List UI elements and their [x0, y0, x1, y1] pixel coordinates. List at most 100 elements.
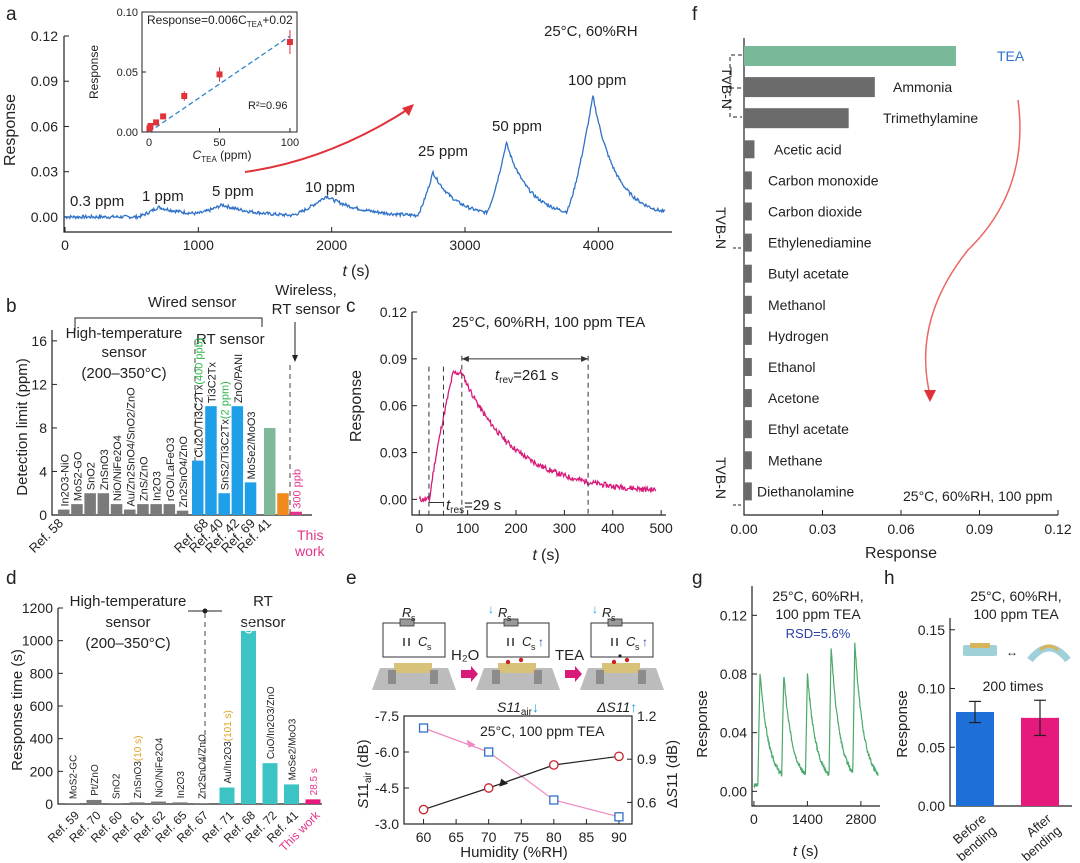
c-trev-arrow-left	[461, 355, 469, 362]
a-inset-point-1	[147, 123, 154, 129]
a-inset-equation: Response=0.006CTEA+0.02	[147, 13, 293, 29]
panel-a: 25°C, 60%RH Response t (s) 0.3 ppm 1 ppm…	[2, 7, 672, 280]
b-bar-5	[124, 509, 136, 515]
a-inset-y-tick-label-0: 0.00	[117, 127, 138, 139]
svg-text:s: s	[531, 642, 536, 652]
d-bar-label-11: 28.5 s	[309, 768, 320, 795]
d-bar-label-10: MoSe2/MoO3	[288, 718, 299, 780]
a-inset-x-tick-label-0: 0	[146, 137, 152, 149]
a-x-tick-label-4: 4000	[583, 237, 614, 253]
f-bar-11	[744, 389, 752, 408]
svg-text:↓: ↓	[592, 602, 598, 616]
d-y-tick-label-2: 400	[30, 731, 54, 747]
g-x-tick-label-0: 0	[750, 811, 758, 827]
f-gas-label-5: Carbon dioxide	[768, 204, 862, 220]
h-y-tick-label-0: 0.00	[918, 798, 945, 814]
d-y-tick-label-6: 1200	[22, 600, 53, 616]
e-ds11-point-0	[418, 804, 429, 815]
g-y-tick-label-2: 0.08	[720, 666, 747, 682]
d-ht-label-2: sensor	[105, 614, 150, 631]
b-this-work-1: This	[297, 527, 323, 543]
f-gas-label-6: Ethylenediamine	[768, 235, 872, 251]
b-bar-3	[97, 493, 110, 515]
a-inset-x-tick-label-1: 50	[213, 137, 225, 149]
a-inset-fit-line	[148, 35, 291, 133]
a-inset-y-label: Response	[87, 45, 101, 99]
h-condition-1: 25°C, 60%RH,	[970, 588, 1061, 604]
a-series-line	[64, 95, 666, 221]
a-y-tick-label-1: 0.03	[31, 164, 58, 180]
f-gas-label-11: Acetone	[768, 390, 820, 406]
b-y-tick-label-3: 12	[31, 376, 47, 392]
d-y-tick-label-5: 1000	[22, 633, 53, 649]
panel-d: Response time (s) High-temperature senso…	[9, 561, 323, 855]
a-inset-point-6	[286, 39, 293, 45]
d-rt-label-1: RT	[253, 593, 273, 610]
c-y-tick-label-0: 0.00	[380, 491, 407, 507]
d-y-tick-label-4: 800	[30, 665, 54, 681]
e-ds11-point-2	[548, 760, 559, 770]
svg-text:R: R	[402, 605, 411, 620]
e-x-tick-label-3: 75	[513, 829, 529, 845]
b-bar-17	[290, 511, 302, 515]
svg-text:s: s	[507, 613, 512, 623]
b-bar-label-6: ZnS/ZnO	[138, 456, 150, 501]
a-label-0-3ppm: 0.3 ppm	[70, 193, 124, 210]
b-bar-15	[264, 427, 276, 515]
g-x-label-unit: (s)	[801, 843, 819, 860]
h-y-tick-label-3: 0.15	[918, 622, 945, 638]
c-axes	[411, 312, 666, 516]
h-y-tick-label-2: 0.10	[918, 681, 945, 697]
f-bar-5	[744, 202, 752, 221]
e-ds11-point-3	[614, 751, 624, 762]
f-bar-10	[744, 358, 752, 376]
b-this-work-2: work	[294, 543, 326, 559]
e-condition: 25°C, 100 ppm TEA	[480, 723, 605, 739]
f-gas-label-2: Trimethylamine	[883, 110, 978, 126]
d-bar-3	[129, 802, 145, 804]
b-ht-label-3: (200–350°C)	[81, 365, 166, 382]
b-bar-9	[176, 510, 189, 515]
f-bar-9	[744, 326, 752, 345]
b-bar-label-17: 300 ppb	[292, 469, 304, 509]
b-bar-2	[84, 493, 96, 515]
b-bar-1	[71, 504, 83, 515]
f-trend-arrowhead	[924, 390, 936, 402]
b-bar-label-0: In2O3-NiO	[59, 454, 71, 507]
g-y-tick-label-0: 0.00	[720, 783, 747, 799]
d-bar-9	[262, 763, 278, 804]
e-arrow-1	[461, 666, 478, 682]
e-yl-tick-label-3: -3.0	[375, 816, 399, 832]
d-bar-label-9: CuO/In2O3/ZnO	[266, 686, 277, 759]
b-bar-12	[218, 493, 230, 515]
b-bar-4	[110, 504, 123, 515]
e-label-ds11: ΔS11↑	[596, 699, 637, 715]
e-label-h2o: H₂O	[451, 647, 479, 664]
a-label-50ppm: 50 ppm	[492, 118, 542, 135]
c-y-tick-label-3: 0.09	[380, 351, 407, 367]
panel-label-g: g	[692, 568, 703, 589]
h-annotation: 200 times	[983, 678, 1044, 694]
c-y-label: Response	[348, 370, 365, 442]
e-yr-tick-label-0: 0.6	[637, 794, 657, 810]
f-bar-0	[744, 46, 956, 66]
f-x-label: Response	[865, 545, 937, 562]
a-x-tick-label-0: 0	[61, 237, 69, 253]
e-ds11-line	[423, 755, 620, 811]
f-side-label-2: TVB-N	[713, 207, 729, 249]
f-trend-arrow	[924, 99, 1021, 396]
b-bar-0	[58, 509, 70, 515]
b-bar-16	[277, 493, 289, 515]
f-side-label-1: TVB-N	[719, 67, 735, 109]
panel-label-d: d	[6, 568, 17, 589]
f-bar-1	[744, 77, 875, 98]
a-label-5ppm: 5 ppm	[212, 183, 254, 200]
b-y-tick-label-1: 4	[39, 463, 47, 479]
a-x-label-unit: (s)	[351, 263, 370, 280]
e-arrow-right	[499, 778, 509, 787]
h-condition-2: 100 ppm TEA	[973, 606, 1059, 622]
f-bar-3	[744, 140, 755, 159]
svg-text:s: s	[427, 642, 432, 652]
